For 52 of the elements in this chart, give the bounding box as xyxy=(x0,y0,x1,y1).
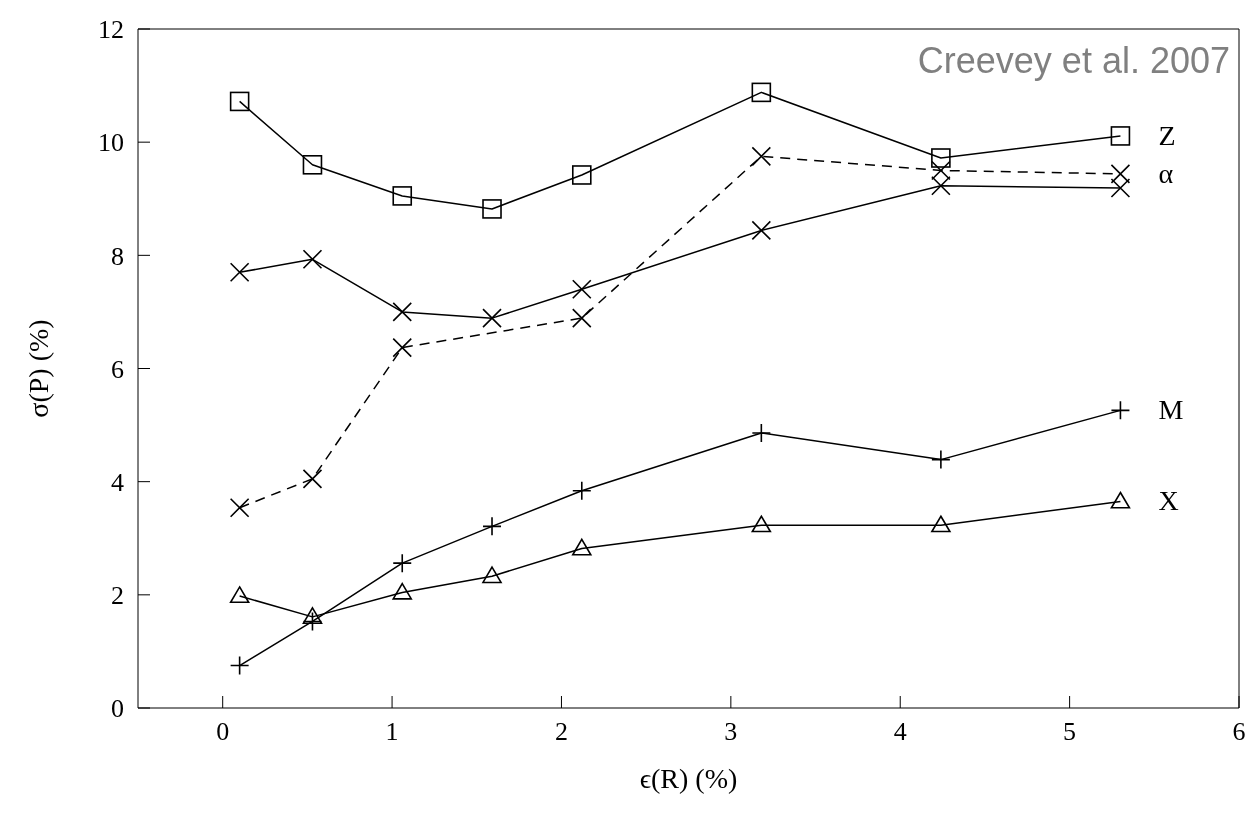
series-label: X xyxy=(1158,485,1179,517)
point xyxy=(302,249,323,270)
y-tick-label: 6 xyxy=(111,354,124,384)
x-tick-label: 5 xyxy=(1063,717,1077,747)
point xyxy=(1110,178,1131,198)
point xyxy=(931,148,951,168)
point xyxy=(302,607,323,624)
point xyxy=(931,175,951,196)
point xyxy=(1110,164,1131,184)
x-tick-label: 0 xyxy=(216,717,230,747)
x-tick-label: 3 xyxy=(724,717,738,747)
point xyxy=(392,337,413,358)
point xyxy=(571,279,592,300)
point xyxy=(751,220,772,241)
point xyxy=(751,146,772,167)
point xyxy=(571,308,592,328)
x-axis-title: ϵ(R) (%) xyxy=(639,763,738,794)
annotation: Creevey et al. 2007 xyxy=(917,40,1230,82)
point xyxy=(302,469,323,489)
point xyxy=(931,515,951,533)
point xyxy=(229,262,250,283)
point xyxy=(229,586,250,604)
point xyxy=(751,515,772,533)
point xyxy=(229,497,250,518)
point xyxy=(482,199,502,219)
point xyxy=(392,582,413,600)
point xyxy=(482,566,502,584)
series-label: Z xyxy=(1158,119,1176,151)
point xyxy=(482,308,502,328)
point xyxy=(931,160,951,181)
point xyxy=(1110,126,1131,146)
series-label: M xyxy=(1158,394,1184,426)
point xyxy=(302,155,323,175)
point xyxy=(392,186,413,206)
y-tick-label: 2 xyxy=(111,581,124,611)
x-tick-label: 1 xyxy=(385,717,399,747)
point xyxy=(751,82,772,103)
point xyxy=(571,165,592,185)
series-label: α xyxy=(1158,157,1174,189)
point xyxy=(1110,491,1131,509)
y-tick-label: 4 xyxy=(111,467,124,497)
y-tick-label: 8 xyxy=(111,241,124,271)
x-tick-label: 6 xyxy=(1232,717,1246,747)
point xyxy=(571,538,592,556)
y-tick-label: 10 xyxy=(98,128,124,158)
point xyxy=(229,91,250,112)
point xyxy=(392,302,413,322)
y-tick-label: 0 xyxy=(111,694,124,724)
x-tick-label: 2 xyxy=(554,717,568,747)
x-tick-label: 4 xyxy=(893,717,907,747)
y-axis-title: σ(P) (%) xyxy=(22,319,54,418)
y-tick-label: 12 xyxy=(98,15,124,45)
